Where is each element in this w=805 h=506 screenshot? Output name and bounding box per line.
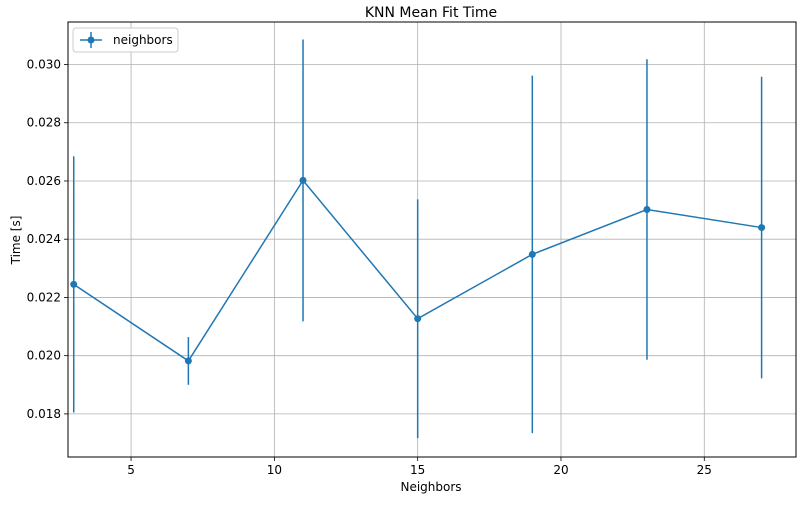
legend-box — [72, 27, 179, 53]
x-axis-ticks: 5 10 15 20 25 — [127, 457, 712, 477]
data-point — [70, 280, 78, 288]
legend-marker — [87, 36, 95, 44]
y-tick-label: 0.020 — [27, 349, 61, 363]
x-axis-label: Neighbors — [400, 480, 461, 494]
x-tick-label: 15 — [410, 463, 425, 477]
x-tick-label: 10 — [267, 463, 282, 477]
data-point — [184, 357, 192, 365]
y-axis-label: Time [s] — [9, 216, 23, 266]
data-point — [414, 315, 422, 323]
chart-title: KNN Mean Fit Time — [365, 5, 497, 21]
y-axis-ticks: 0.018 0.020 0.022 0.024 0.026 0.028 0.030 — [27, 58, 68, 421]
y-tick-label: 0.018 — [27, 407, 61, 421]
y-tick-label: 0.024 — [27, 232, 61, 246]
x-tick-label: 5 — [127, 463, 135, 477]
data-point — [299, 176, 307, 184]
data-point — [528, 250, 536, 258]
legend: neighbors — [72, 27, 179, 53]
x-tick-label: 25 — [697, 463, 712, 477]
series-layer — [70, 39, 766, 439]
y-tick-label: 0.028 — [27, 116, 61, 130]
y-tick-label: 0.030 — [27, 58, 61, 72]
x-tick-label: 20 — [553, 463, 568, 477]
grid — [68, 22, 796, 457]
legend-label: neighbors — [113, 33, 173, 47]
data-point — [643, 206, 651, 214]
y-tick-label: 0.026 — [27, 174, 61, 188]
data-point — [758, 224, 766, 232]
y-tick-label: 0.022 — [27, 290, 61, 304]
